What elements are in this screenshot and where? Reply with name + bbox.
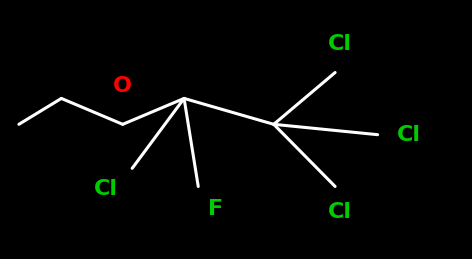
Text: F: F <box>208 199 223 219</box>
Text: Cl: Cl <box>328 34 352 54</box>
Text: O: O <box>113 76 132 96</box>
Text: Cl: Cl <box>94 179 118 199</box>
Text: Cl: Cl <box>396 125 421 145</box>
Text: Cl: Cl <box>328 202 352 222</box>
